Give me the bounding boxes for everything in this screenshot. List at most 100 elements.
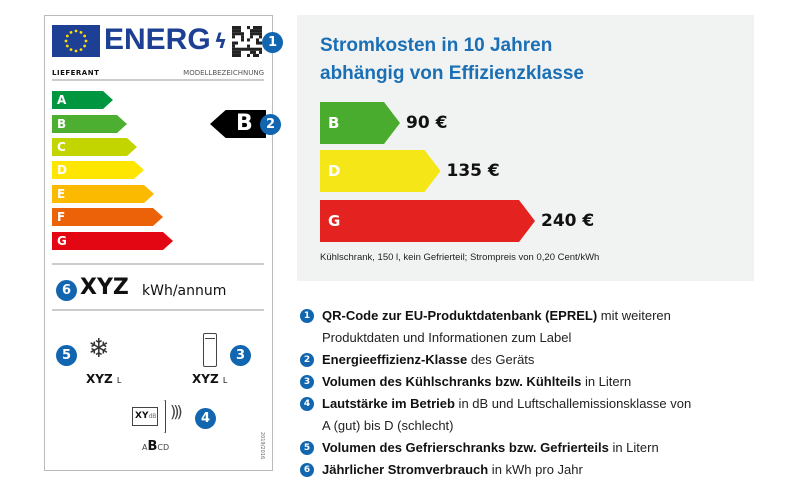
qr-module <box>253 47 256 51</box>
qr-module <box>253 32 256 36</box>
legend-item-continued: A (gut) bis D (schlecht) <box>322 418 454 433</box>
qr-module <box>238 47 241 51</box>
eu-star <box>64 39 68 43</box>
badge-5: 5 <box>56 345 77 366</box>
badge-1: 1 <box>262 32 283 53</box>
noise-class-cd: CD <box>157 443 170 452</box>
qr-module <box>235 41 238 45</box>
qr-module <box>256 32 259 36</box>
qr-module <box>241 47 244 51</box>
qr-module <box>241 32 244 36</box>
fridge-icon-top <box>205 333 215 339</box>
qr-module <box>256 26 259 30</box>
qr-module <box>247 47 250 51</box>
qr-module <box>247 38 250 42</box>
noise-unit: dB <box>148 413 157 420</box>
qr-module <box>256 47 259 51</box>
class-arrow-f: F <box>52 208 163 226</box>
legend-item-bold: Volumen des Gefrierschranks bzw. Gefrier… <box>322 440 609 455</box>
legend-item: Volumen des Kühlschranks bzw. Kühlteils … <box>322 374 631 389</box>
cost-title-line1: Stromkosten in 10 Jahren <box>320 35 553 56</box>
class-arrow-a: A <box>52 91 113 109</box>
qr-module <box>256 53 259 57</box>
qr-module <box>232 50 235 54</box>
eu-star <box>74 29 78 33</box>
qr-module <box>232 47 235 51</box>
eu-star <box>84 39 88 43</box>
legend-badge: 5 <box>300 441 314 455</box>
qr-module <box>259 32 262 36</box>
badge-3: 3 <box>230 345 251 366</box>
noise-class-b: B <box>147 439 158 454</box>
snowflake-icon: ❄ <box>88 334 110 364</box>
eu-star <box>65 44 69 48</box>
qr-module <box>232 41 235 45</box>
regulation-number: 2019/2016 <box>259 432 265 460</box>
consumption-unit: kWh/annum <box>142 283 227 299</box>
qr-module <box>235 53 238 57</box>
qr-module <box>259 50 262 54</box>
qr-module <box>244 47 247 51</box>
qr-module <box>232 32 235 36</box>
qr-module <box>250 32 253 36</box>
badge-6: 6 <box>56 280 77 301</box>
qr-module <box>259 41 262 45</box>
legend-item-bold: QR-Code zur EU-Produktdatenbank (EPREL) <box>322 308 598 323</box>
qr-module <box>235 26 238 30</box>
eu-star <box>65 34 69 38</box>
legend-badge: 6 <box>300 463 314 477</box>
badge-4: 4 <box>195 408 216 429</box>
qr-module <box>238 50 241 54</box>
qr-module <box>250 29 253 33</box>
fridge-value: XYZ <box>192 372 219 386</box>
qr-module <box>256 29 259 33</box>
qr-module <box>238 26 241 30</box>
legend-badge: 1 <box>300 309 314 323</box>
supplier-label: LIEFERANT <box>52 69 100 77</box>
eu-star <box>83 44 87 48</box>
energy-brand: ENERG <box>104 23 211 56</box>
qr-module <box>253 26 256 30</box>
legend-item: Jährlicher Stromverbrauch in kWh pro Jah… <box>322 462 583 477</box>
qr-module <box>247 44 250 48</box>
cost-bar-d: D <box>320 150 441 192</box>
qr-module <box>238 29 241 33</box>
qr-module <box>232 44 235 48</box>
class-arrow-d: D <box>52 161 144 179</box>
fridge-unit: L <box>222 376 228 385</box>
legend-item: Energieeffizienz-Klasse des Geräts <box>322 352 534 367</box>
qr-module <box>259 35 262 39</box>
legend-badge: 2 <box>300 353 314 367</box>
legend-item-rest: in dB und Luftschallemissionsklasse von <box>454 396 692 411</box>
legend-item-rest: mit weiteren <box>597 308 671 323</box>
qr-module <box>259 26 262 30</box>
qr-code[interactable] <box>232 26 262 57</box>
eu-star <box>79 30 83 34</box>
qr-module <box>232 26 235 30</box>
qr-module <box>232 53 235 57</box>
badge-2: 2 <box>260 114 281 135</box>
lightning-icon: ϟ <box>214 29 228 53</box>
freezer-volume: XYZ L <box>86 372 121 386</box>
cost-value: 90 € <box>406 113 448 133</box>
legend-item: Volumen des Gefrierschranks bzw. Gefrier… <box>322 440 659 455</box>
legend-item-rest: in Litern <box>608 440 659 455</box>
qr-module <box>238 53 241 57</box>
qr-module <box>238 32 241 36</box>
divider <box>52 309 264 311</box>
eu-flag <box>52 25 100 57</box>
qr-module <box>247 53 250 57</box>
qr-module <box>253 29 256 33</box>
class-arrow-g: G <box>52 232 173 250</box>
qr-module <box>232 35 235 39</box>
legend-item-bold: Lautstärke im Betrieb <box>322 396 455 411</box>
legend-item: QR-Code zur EU-Produktdatenbank (EPREL) … <box>322 308 671 323</box>
qr-module <box>259 29 262 33</box>
eu-stars-icon <box>64 29 88 53</box>
fridge-volume: XYZ L <box>192 372 227 386</box>
legend-item-rest: in Litern <box>581 374 632 389</box>
qr-module <box>250 35 253 39</box>
qr-module <box>256 41 259 45</box>
current-class: B <box>236 111 253 136</box>
class-arrow-e: E <box>52 185 154 203</box>
